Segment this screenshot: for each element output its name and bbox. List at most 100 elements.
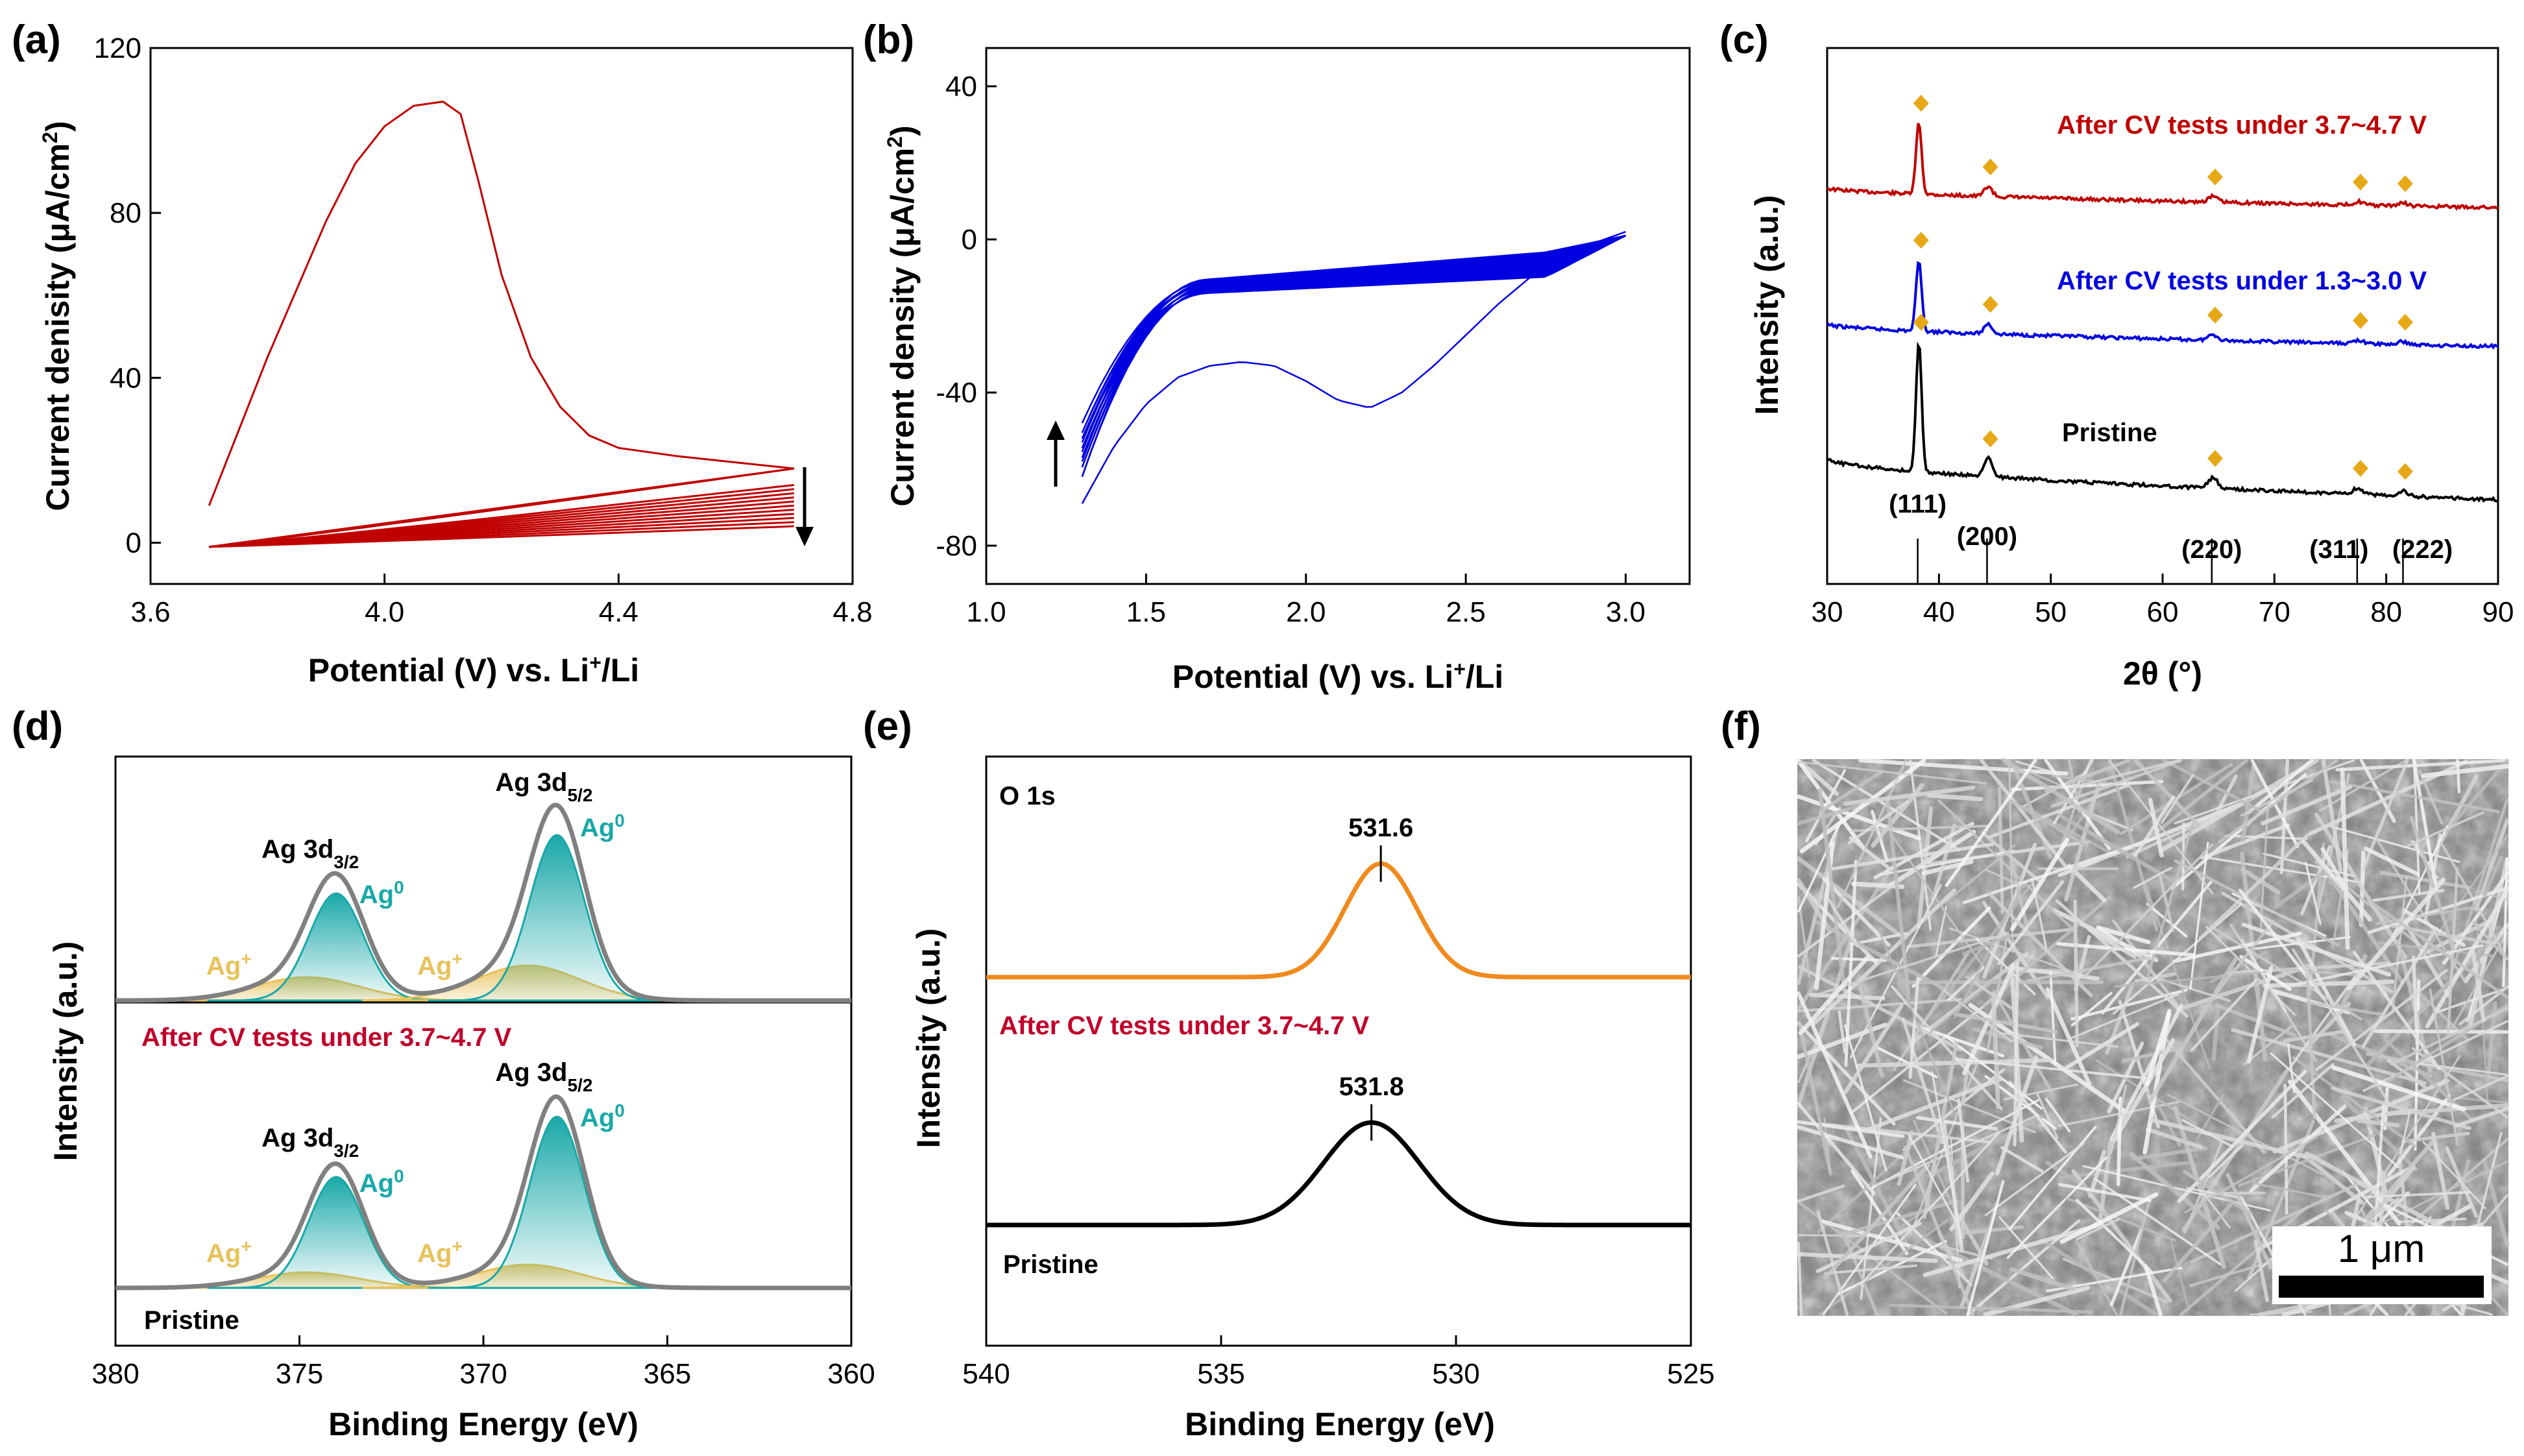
- nanowire: [2013, 962, 2019, 1147]
- x-axis-label-e: Binding Energy (eV): [1185, 1406, 1495, 1442]
- nanowire: [1980, 758, 2068, 869]
- nanowire: [1997, 880, 2064, 965]
- reference-label-1: (200): [1957, 522, 2017, 551]
- nanowire: [2146, 903, 2188, 938]
- nanowire: [2419, 1062, 2508, 1076]
- nanowire: [2050, 758, 2183, 808]
- nanowire: [1987, 784, 2130, 840]
- reference-label-2: (220): [2181, 535, 2242, 564]
- nanowire: [1856, 977, 1884, 1078]
- nanowire: [1823, 1163, 1931, 1280]
- scale-bar: [2279, 1276, 2484, 1298]
- nanowire: [2403, 921, 2451, 998]
- nanowire: [2189, 1181, 2362, 1264]
- nanowire: [2009, 1267, 2075, 1291]
- nanowire: [2482, 856, 2503, 897]
- nanowire: [1851, 1169, 1909, 1256]
- nanowire: [2239, 851, 2268, 1062]
- nanowire: [2073, 899, 2079, 1048]
- nanowire: [2226, 1172, 2273, 1270]
- nanowire: [2305, 862, 2322, 925]
- x-tick-label-1: 535: [1197, 1358, 1244, 1390]
- nanowire: [1849, 836, 1891, 871]
- nanowire: [2273, 866, 2331, 910]
- nanowire: [2006, 1156, 2108, 1259]
- nanowire: [2279, 967, 2364, 977]
- x-tick-label-2: 4.4: [599, 596, 638, 628]
- x-tick-label-2: 370: [459, 1358, 507, 1390]
- agplus-label-1-1: Ag+: [417, 1236, 463, 1268]
- nanowire: [2083, 843, 2213, 978]
- nanowire: [1836, 759, 1907, 908]
- y-tick-label-0: -80: [936, 530, 977, 562]
- peak-marker-1-4: [2397, 313, 2413, 331]
- nanowire: [2184, 1135, 2318, 1214]
- nanowire: [2118, 1200, 2151, 1316]
- x-tick-label-2: 530: [1432, 1358, 1479, 1390]
- y-tick-label-3: 40: [945, 71, 977, 103]
- y-axis-label-a: Current denisity (μA/cm2): [38, 121, 76, 511]
- nanowire: [1850, 990, 2003, 1114]
- panel-b: (b) 1.0 1.5 2.0 2.5 3.0 -80 -40 0 40 Potential (…: [863, 18, 1691, 695]
- nanowire: [1961, 934, 2011, 956]
- ticks-c: 30 40 50 60 70 80 90: [1812, 574, 2514, 628]
- nanowire: [1908, 1134, 1957, 1222]
- nanowire: [2436, 774, 2479, 849]
- nanowire: [2320, 847, 2348, 890]
- xrd-series-0: [1826, 123, 2499, 211]
- condition-label-d: After CV tests under 3.7~4.7 V: [141, 1023, 512, 1052]
- nanowire: [1945, 758, 2037, 887]
- panel-c: (c) (111) (200) (220) (311) (222) 30 40 50 60 70…: [1719, 18, 2514, 692]
- nanowire: [1885, 795, 1911, 1001]
- nanowire: [1916, 1115, 1998, 1131]
- nanowire: [2314, 812, 2408, 960]
- envelope-0: [115, 803, 851, 1003]
- nanowire: [2022, 805, 2118, 858]
- nanowire: [2058, 813, 2175, 883]
- nanowire: [2215, 919, 2275, 994]
- nanowire: [2347, 877, 2445, 991]
- nanowire: [2239, 954, 2292, 991]
- nanowire: [2131, 1146, 2208, 1161]
- x-tick-label-3: 2.5: [1446, 596, 1486, 628]
- cycle-curve-6: [1081, 234, 1627, 478]
- cycle-curve-20: [1081, 234, 1626, 452]
- x-tick-label-4: 70: [2259, 596, 2290, 628]
- x-tick-label-2: 2.0: [1286, 596, 1326, 628]
- nanowire: [2331, 1065, 2466, 1111]
- ag0-component-0-0: [207, 892, 465, 1002]
- nanowire: [2000, 1146, 2044, 1173]
- nanowire: [1822, 1183, 1917, 1316]
- nanowire: [2110, 1084, 2128, 1155]
- nanowire: [2096, 1059, 2198, 1125]
- nanowire: [1797, 1120, 1905, 1138]
- panel-a: (a) 3.6 4.0 4.4 4.8 0 40 80 120 Potential (V) v…: [12, 18, 873, 688]
- nanowire: [2399, 1111, 2411, 1155]
- ag0-component-1-1: [428, 1115, 686, 1289]
- nanowire: [1987, 892, 2093, 998]
- nanowire: [2482, 1158, 2510, 1247]
- panel-label-d: (d): [12, 704, 63, 749]
- nanowire: [2445, 758, 2509, 833]
- y-tick-label-3: 120: [94, 32, 141, 64]
- nanowire: [2059, 1192, 2159, 1244]
- nanowire: [1818, 770, 1884, 814]
- nanowire: [2372, 902, 2509, 999]
- ticks-d: 380 375 370 365 360: [91, 1335, 875, 1390]
- x-axis-label-d: Binding Energy (eV): [328, 1406, 638, 1442]
- peak-name-1-1: Ag 3d5/2: [495, 1058, 592, 1095]
- nanowire: [2148, 797, 2164, 858]
- nanowire: [2412, 759, 2421, 895]
- nanowire: [2200, 823, 2290, 860]
- nanowire: [2179, 1205, 2309, 1316]
- nanowire: [2132, 867, 2172, 890]
- agplus-label-1-0: Ag+: [206, 1236, 252, 1268]
- nanowire: [2074, 1239, 2118, 1316]
- nanowire: [2472, 921, 2509, 961]
- nanowire: [2057, 1161, 2190, 1180]
- nanowire: [2445, 1146, 2479, 1218]
- nanowire: [2045, 758, 2131, 794]
- nanowire: [1844, 1024, 1887, 1172]
- nanowire: [2088, 928, 2137, 959]
